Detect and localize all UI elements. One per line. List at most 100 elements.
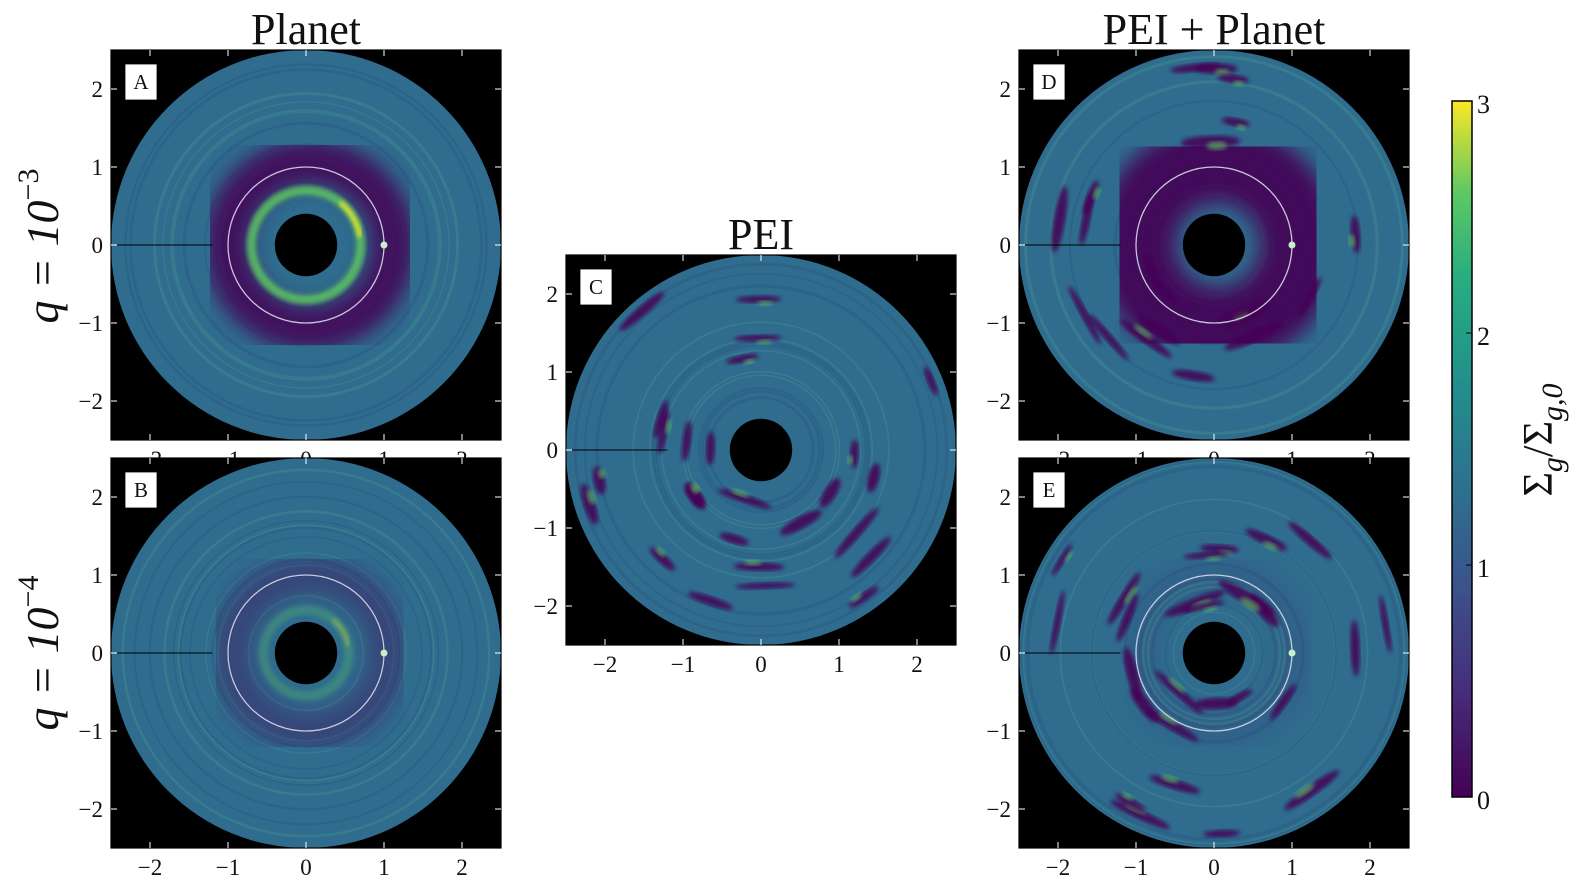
vortex (1051, 543, 1072, 576)
vortex (1224, 321, 1284, 351)
vortex (1082, 180, 1099, 216)
disk-ring (697, 386, 825, 514)
y-tick-label: 1 (547, 360, 559, 385)
vortex (1164, 590, 1225, 617)
vortex (1269, 684, 1297, 721)
vortex (1182, 600, 1225, 613)
vortex (1107, 572, 1141, 625)
y-tick-label: 2 (92, 77, 104, 102)
panel-letter-box (579, 268, 613, 306)
panel-letter: C (589, 275, 603, 299)
planet-marker (380, 649, 388, 657)
y-tick-label: 0 (1000, 233, 1012, 258)
y-tick-label: −1 (534, 516, 558, 541)
x-tick-label: 1 (833, 652, 845, 677)
vortex (726, 353, 759, 364)
vortex (867, 463, 881, 493)
vortex-highlight (597, 468, 607, 479)
colorbar-tick-label: 3 (1477, 90, 1490, 119)
vortex (819, 478, 841, 508)
vortex (719, 532, 749, 546)
gap (204, 139, 416, 351)
inner-hole (274, 213, 338, 277)
vortex-highlight (1205, 556, 1222, 561)
vortex (1143, 253, 1159, 285)
panels: −22−11001−12−2A−22−11001−12−2B−22−11001−… (79, 49, 1410, 880)
vortex-highlight (586, 489, 596, 505)
vortex (1284, 770, 1340, 811)
panel-letter-box (124, 63, 158, 101)
colorbar-gradient (1451, 100, 1473, 798)
panel-letter: B (134, 478, 148, 502)
vortex (681, 420, 692, 462)
vortex (1119, 319, 1172, 358)
vortex-highlight (665, 418, 672, 435)
y-tick-label: −2 (534, 594, 558, 619)
vortices (1051, 62, 1361, 382)
panel-c: −2 2 −1 1 0 0 1 −1 2 −2 C (534, 254, 957, 677)
x-tick-label: 2 (1364, 855, 1376, 880)
planet-marker (1288, 649, 1296, 657)
vortex (851, 537, 891, 578)
panel-b: −2 2 −1 1 0 0 1 −1 2 −2 B (79, 457, 502, 880)
y-tick-label: 0 (92, 641, 104, 666)
bright-ring (258, 605, 354, 701)
vortex-highlight (1160, 774, 1179, 784)
y-tick-label: −2 (987, 389, 1011, 414)
vortex (1137, 315, 1180, 345)
vortex (580, 483, 598, 525)
vortex (849, 586, 879, 608)
vortex (649, 547, 676, 571)
colorbar-tick-label: 1 (1477, 554, 1490, 583)
vortex-highlight (1121, 792, 1133, 801)
vortex (1051, 186, 1068, 253)
vortex (705, 431, 715, 465)
panel-plot-area (1019, 458, 1409, 848)
vortex-highlight (1262, 541, 1278, 551)
vortex (1203, 829, 1241, 838)
vortex-highlight (1158, 712, 1178, 725)
bright-ring (246, 185, 366, 305)
vortex (653, 400, 669, 439)
vortex-highlight (847, 454, 854, 465)
vortex (1172, 369, 1215, 382)
y-tick-label: 1 (92, 563, 104, 588)
vortex (1350, 619, 1360, 677)
vortex-highlight (1124, 585, 1137, 605)
y-tick-label: 2 (92, 485, 104, 510)
vortex (1116, 593, 1139, 642)
vortex-highlight (1133, 324, 1153, 339)
planet-marker (380, 241, 388, 249)
vortex-highlight (1206, 141, 1228, 150)
y-tick-label: −1 (987, 719, 1011, 744)
inner-hole (729, 418, 793, 482)
vortex (834, 507, 879, 559)
panel-plot-area (1019, 50, 1409, 440)
vortex-highlight (851, 593, 862, 602)
y-tick-label: 0 (547, 438, 559, 463)
vortex-highlight (1064, 550, 1073, 563)
vortex (1130, 687, 1159, 723)
vortex (924, 366, 938, 396)
disk-ring (1172, 611, 1256, 695)
panel-letter: D (1041, 70, 1056, 94)
row-label-q3: q = 10−3 (12, 169, 68, 324)
vortex-highlight (1202, 606, 1218, 612)
y-tick-label: −2 (987, 797, 1011, 822)
x-tick-label: 0 (755, 652, 767, 677)
vortex (735, 582, 796, 590)
vortex-highlight (757, 300, 773, 306)
colorbar-tick-label: 2 (1477, 322, 1490, 351)
bright-arc (331, 617, 351, 647)
vortex (1218, 580, 1275, 616)
vortex (1050, 590, 1065, 654)
vortex (718, 489, 771, 509)
y-tick-label: −2 (79, 389, 103, 414)
inner-hole (1182, 213, 1246, 277)
vortex (687, 592, 734, 610)
vortex (1154, 670, 1203, 714)
y-tick-label: −2 (79, 797, 103, 822)
vortex-highlight (730, 488, 750, 498)
vortex-highlight (1233, 80, 1245, 87)
